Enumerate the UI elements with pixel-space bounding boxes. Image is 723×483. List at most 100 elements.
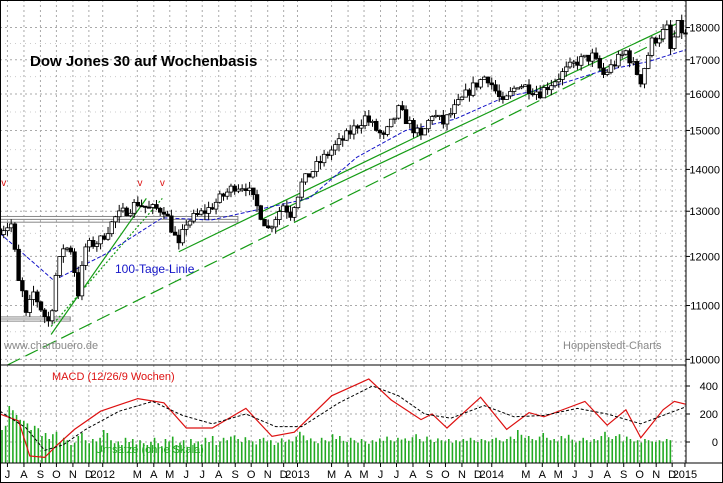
candle-body	[511, 87, 517, 92]
time-tick-label: O	[52, 469, 61, 481]
candle-body	[46, 316, 51, 322]
candle-body	[567, 61, 573, 68]
candle-body	[232, 185, 237, 192]
candle-body	[619, 53, 625, 56]
price-tick-label: 17000	[689, 55, 720, 67]
candle-body	[452, 104, 457, 114]
candle-body	[98, 235, 103, 245]
candle-body	[608, 64, 614, 73]
candle-body	[57, 256, 62, 276]
candle-body	[523, 84, 528, 88]
price-tick-label: 16000	[689, 89, 720, 101]
candle-body	[411, 119, 416, 134]
candle-body	[90, 240, 96, 247]
candle-body	[94, 243, 100, 247]
candle-body	[556, 79, 562, 83]
candle-body	[467, 89, 472, 96]
candle-body	[180, 228, 185, 244]
candle-body	[1, 230, 6, 235]
candle-body	[5, 227, 10, 232]
candle-body	[165, 213, 170, 217]
candle-body	[381, 132, 386, 135]
candle-body	[500, 96, 506, 100]
candle-body	[269, 226, 275, 229]
candle-body	[12, 223, 18, 250]
time-tick-label: 2012	[90, 469, 114, 481]
candle-body	[631, 61, 636, 64]
candle-body	[146, 206, 152, 209]
candle-body	[407, 119, 412, 125]
candle-body	[161, 211, 167, 215]
candle-body	[76, 272, 81, 297]
volume-layer	[1, 406, 672, 463]
candle-body	[426, 120, 431, 130]
candle-body	[35, 291, 40, 303]
candle-body	[552, 81, 558, 87]
candle-body	[496, 90, 502, 97]
candle-body	[143, 205, 148, 208]
candle-body	[437, 114, 442, 117]
candle-body	[508, 91, 513, 97]
candle-body	[549, 85, 554, 91]
candle-body	[64, 247, 70, 250]
candle-body	[415, 127, 420, 134]
candle-body	[575, 61, 580, 66]
candle-body	[578, 56, 584, 66]
candle-body	[560, 71, 565, 80]
time-tick-label: O	[441, 469, 450, 481]
candle-body	[120, 207, 126, 212]
candle-body	[366, 115, 372, 123]
candle-body	[83, 246, 88, 266]
time-tick-label: A	[215, 469, 223, 481]
candle-body	[172, 231, 178, 236]
candle-body	[359, 125, 364, 129]
time-tick-label: N	[69, 469, 77, 481]
candle-body	[31, 291, 36, 300]
time-tick-label: 2014	[480, 469, 504, 481]
candle-body	[601, 67, 606, 75]
time-tick-label: N	[458, 469, 466, 481]
macd-signal-line	[0, 385, 686, 451]
candle-body	[195, 213, 200, 216]
time-tick-label: A	[150, 469, 158, 481]
candle-body	[605, 71, 610, 75]
candle-body	[679, 20, 684, 34]
price-tick-label: 12000	[689, 251, 720, 263]
candle-body	[351, 125, 357, 135]
candle-body	[314, 161, 319, 172]
time-tick-label: A	[409, 469, 417, 481]
price-tick-label: 18000	[689, 23, 720, 35]
candle-body	[418, 127, 424, 136]
candle-body	[176, 234, 182, 244]
time-tick-label: M	[359, 469, 368, 481]
peak-marker: v	[137, 178, 142, 189]
candle-body	[150, 204, 155, 208]
watermark-left: www.chartbuero.de	[3, 340, 98, 352]
candle-body	[288, 211, 293, 218]
candle-body	[504, 95, 509, 100]
candle-body	[202, 210, 208, 214]
candle-body	[519, 86, 524, 89]
peak-marker: v	[160, 178, 165, 189]
candle-body	[251, 187, 256, 196]
candle-body	[649, 37, 655, 56]
candle-body	[400, 105, 405, 111]
watermark-right: Hoppenstedt-Charts	[563, 340, 662, 352]
time-tick-label: 2013	[285, 469, 309, 481]
candle-body	[422, 128, 427, 136]
candle-body	[441, 114, 446, 125]
candle-body	[660, 29, 666, 40]
candle-body	[102, 235, 107, 240]
time-tick-label: M	[165, 469, 174, 481]
candle-body	[325, 153, 331, 156]
candle-body	[321, 153, 327, 164]
chart-title: Dow Jones 30 auf Wochenbasis	[30, 53, 257, 70]
candle-body	[541, 87, 547, 99]
candle-body	[489, 82, 494, 86]
ma-label: 100-Tage-Linie	[115, 262, 195, 276]
candle-body	[340, 138, 345, 141]
time-tick-label: D	[85, 469, 93, 481]
candle-body	[355, 125, 360, 129]
